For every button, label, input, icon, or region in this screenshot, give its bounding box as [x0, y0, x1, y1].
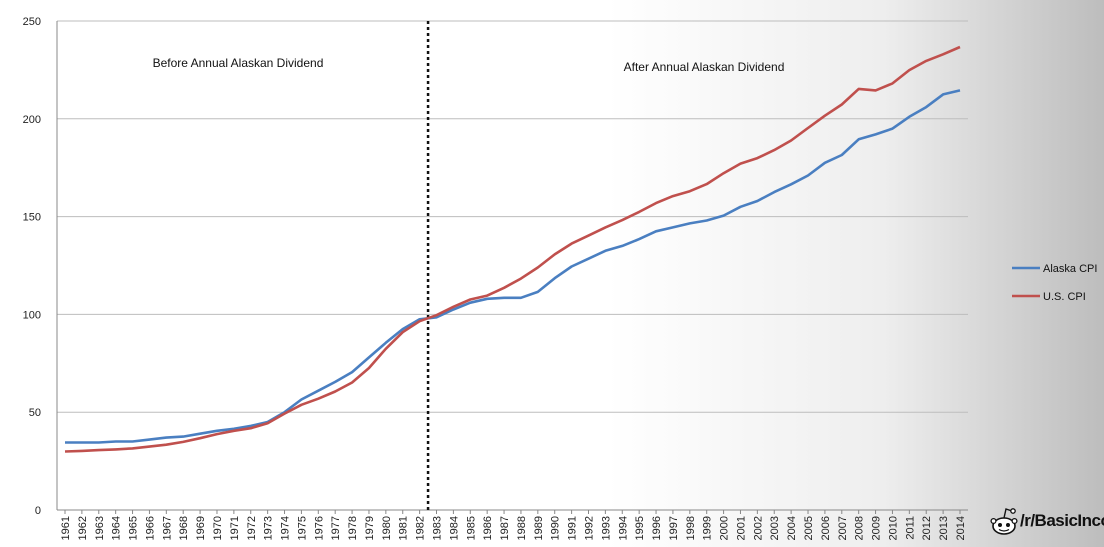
x-tick-label: 1964: [111, 516, 123, 540]
y-tick-label: 100: [23, 309, 41, 321]
annotation-before: Before Annual Alaskan Dividend: [153, 56, 324, 70]
x-tick-label: 1986: [482, 516, 494, 540]
x-tick-label: 1962: [77, 516, 89, 540]
x-tick-label: 1992: [583, 516, 595, 540]
x-tick-label: 2010: [887, 516, 899, 540]
x-tick-label: 1989: [533, 516, 545, 540]
x-tick-label: 1980: [381, 516, 393, 540]
x-tick-label: 1972: [246, 516, 258, 540]
watermark: /r/BasicIncome: [990, 506, 1104, 536]
x-tick-label: 2014: [955, 516, 967, 540]
y-tick-label: 150: [23, 212, 41, 224]
legend-label-alaska: Alaska CPI: [1043, 263, 1097, 275]
x-tick-label: 1968: [178, 516, 190, 540]
x-tick-label: 1994: [617, 516, 629, 540]
y-tick-label: 0: [35, 505, 41, 517]
x-tick-label: 1984: [448, 516, 460, 540]
gridlines: [56, 20, 968, 511]
reddit-alien-icon: [990, 508, 1018, 535]
x-tick-label: 1997: [668, 516, 680, 540]
series-line-alaska-cpi: [65, 89, 961, 444]
watermark-text: /r/BasicIncome: [1020, 511, 1104, 530]
series-line-us-cpi: [64, 45, 961, 453]
y-tick-label: 200: [23, 114, 41, 126]
x-tick-label: 1993: [600, 516, 612, 540]
x-tick-label: 1988: [516, 516, 528, 540]
legend-label-us: U.S. CPI: [1043, 291, 1086, 303]
x-tick-label: 2001: [735, 516, 747, 540]
x-tick-label: 1973: [263, 516, 275, 540]
x-axis-ticks: 1961 1962 1963 1964 1965 1966 1967 1968 1969 1970…: [60, 510, 967, 540]
legend: Alaska CPI U.S. CPI: [1012, 263, 1097, 303]
x-tick-label: 1961: [60, 516, 72, 540]
x-tick-label: 2004: [786, 516, 798, 540]
x-tick-label: 1966: [144, 516, 156, 540]
series-lines: [64, 45, 961, 453]
x-tick-label: 2008: [854, 516, 866, 540]
x-tick-label: 1965: [128, 516, 140, 540]
x-tick-label: 2003: [769, 516, 781, 540]
x-tick-label: 1985: [465, 516, 477, 540]
x-tick-label: 1981: [398, 516, 410, 540]
x-tick-label: 1990: [550, 516, 562, 540]
x-tick-label: 1967: [161, 516, 173, 540]
x-tick-label: 1987: [499, 516, 511, 540]
x-tick-label: 1999: [702, 516, 714, 540]
x-tick-label: 1998: [685, 516, 697, 540]
y-tick-label: 250: [23, 16, 41, 28]
x-tick-label: 1978: [347, 516, 359, 540]
x-tick-label: 1983: [432, 516, 444, 540]
x-tick-label: 2002: [752, 516, 764, 540]
y-axis-ticks: 0 50 100 150 200 250: [23, 16, 41, 517]
x-tick-label: 1976: [313, 516, 325, 540]
x-tick-label: 1975: [296, 516, 308, 540]
x-tick-label: 1971: [229, 516, 241, 540]
x-tick-label: 2005: [803, 516, 815, 540]
x-tick-label: 1996: [651, 516, 663, 540]
x-tick-label: 2013: [938, 516, 950, 540]
x-tick-label: 1974: [280, 516, 292, 540]
x-tick-label: 2012: [921, 516, 933, 540]
x-tick-label: 1977: [330, 516, 342, 540]
y-tick-label: 50: [29, 407, 41, 419]
x-tick-label: 2011: [904, 516, 916, 540]
x-tick-label: 2000: [719, 516, 731, 540]
x-tick-label: 1995: [634, 516, 646, 540]
x-tick-label: 1979: [364, 516, 376, 540]
x-tick-label: 2009: [871, 516, 883, 540]
annotation-after: After Annual Alaskan Dividend: [624, 60, 785, 74]
x-tick-label: 1963: [94, 516, 106, 540]
x-tick-label: 2007: [837, 516, 849, 540]
x-tick-label: 1969: [195, 516, 207, 540]
x-tick-label: 1991: [567, 516, 579, 540]
x-tick-label: 1970: [212, 516, 224, 540]
x-tick-label: 1982: [415, 516, 427, 540]
x-tick-label: 2006: [820, 516, 832, 540]
